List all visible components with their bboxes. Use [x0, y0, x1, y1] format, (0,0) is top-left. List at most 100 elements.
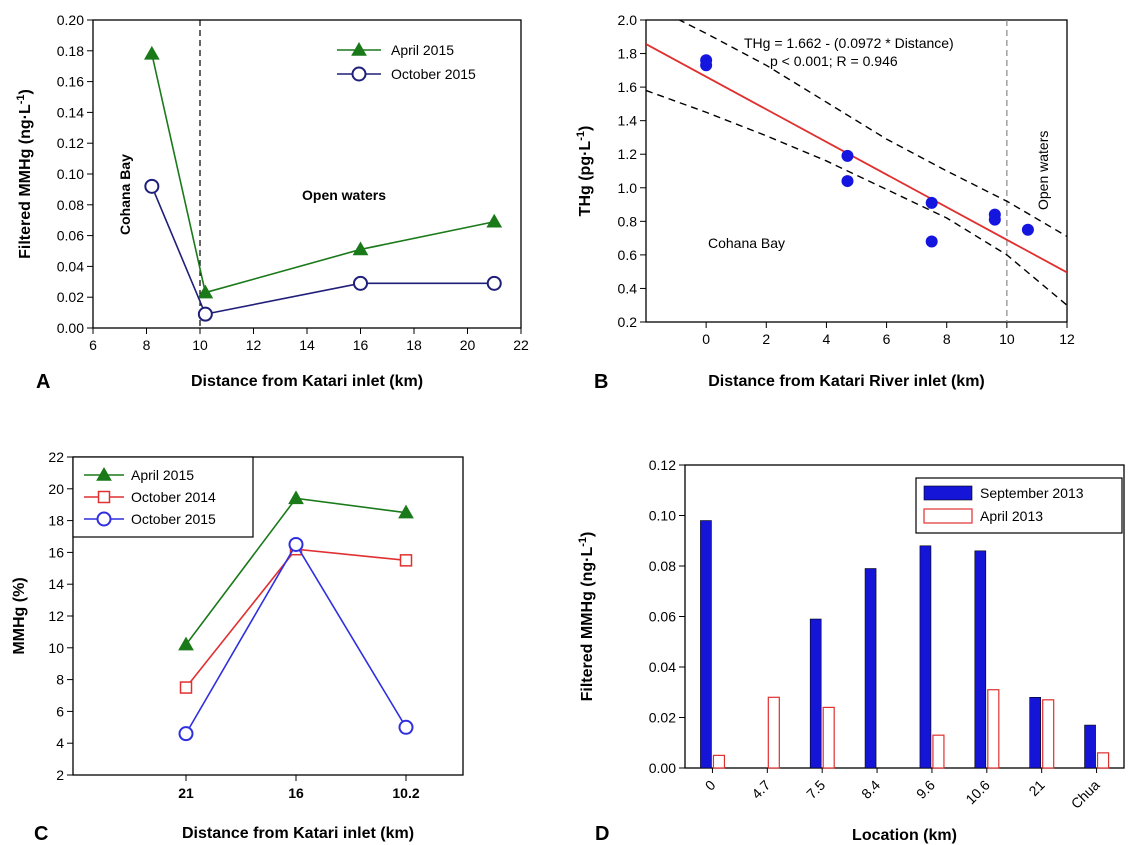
y-tick-label: 0.14: [57, 104, 84, 120]
y-tick-label: 0.4: [618, 280, 638, 296]
y-tick-label: 18: [48, 513, 64, 529]
y-tick-label: 0.08: [649, 558, 676, 574]
data-point: [353, 275, 368, 291]
bar-april-2013: [932, 734, 945, 769]
y-tick-label: 10: [48, 640, 64, 656]
data-point: [197, 306, 213, 322]
x-tick-label: 6: [883, 331, 891, 347]
legend-label: October 2015: [131, 511, 216, 527]
x-tick-label: 10: [999, 331, 1015, 347]
x-tick-label: 10: [192, 337, 208, 353]
data-point: [486, 275, 502, 291]
y-tick-label: 0.20: [57, 12, 84, 28]
legend-label: April 2013: [980, 508, 1043, 524]
y-tick-label: 16: [48, 544, 64, 560]
data-point: [398, 719, 414, 735]
x-tick-label: 16: [288, 785, 304, 801]
data-point: [700, 54, 713, 67]
y-tick-label: 0.12: [57, 135, 84, 151]
series-line: [151, 186, 495, 316]
y-axis-label: THg (pg·L-1): [575, 126, 594, 217]
legend-label: October 2015: [391, 66, 476, 82]
x-tick-label: 6: [89, 337, 97, 353]
y-tick-label: 2: [56, 767, 64, 783]
data-point: [144, 178, 160, 194]
y-tick-label: 1.8: [618, 46, 638, 62]
bar-september-2013: [809, 618, 822, 769]
annotation-open-waters: Open waters: [302, 187, 386, 203]
legend-swatch: [923, 508, 973, 524]
bar-april-2013: [712, 754, 726, 769]
data-point: [143, 45, 160, 60]
x-tick-label: 8: [943, 331, 951, 347]
legend-label: April 2015: [391, 42, 454, 58]
y-tick-label: 0.10: [649, 508, 676, 524]
data-point: [988, 213, 1001, 226]
y-axis-label: Filtered MMHg (ng·L-1): [577, 532, 596, 702]
bar-september-2013: [974, 550, 987, 769]
data-point: [486, 213, 503, 228]
panel-d-chart: 0.00 0.02 0.04 0.06 0.08 0.10 0.12 0 4.7 7.5 8.4 9.…: [577, 457, 1125, 845]
y-tick-label: 0.02: [649, 710, 676, 726]
y-tick-label: 0.06: [57, 228, 84, 244]
x-axis-label: Distance from Katari inlet (km): [182, 825, 414, 842]
y-tick-label: 0.04: [649, 659, 676, 675]
y-tick-label: 0.00: [57, 320, 84, 336]
x-tick-label: Chua: [1068, 777, 1103, 812]
x-tick-label: 12: [246, 337, 262, 353]
legend-label: April 2015: [131, 467, 194, 483]
legend-marker: [351, 41, 367, 56]
y-tick-label: 1.0: [618, 180, 638, 196]
panel-c-chart: 21 16 10.2 2 4 6 8 10 12 14 16 18 20 22 April 2015 Octo…: [11, 449, 464, 845]
data-point: [288, 536, 304, 552]
panel-letter: A: [36, 371, 50, 393]
y-tick-label: 8: [56, 672, 64, 688]
data-point: [178, 726, 194, 742]
data-point: [288, 490, 304, 505]
y-tick-label: 0.10: [57, 166, 84, 182]
panel-b-chart: 0 2 4 6 8 10 12 0.2 0.4 0.6 0.8 1.0 1.2 1.4 1.6 1.8 2.0 T…: [575, 12, 1075, 393]
x-tick-label: 21: [1025, 777, 1047, 799]
legend-swatch: [923, 485, 973, 501]
x-tick-label: 2: [762, 331, 770, 347]
bar-september-2013: [1084, 724, 1096, 769]
legend-label: September 2013: [980, 485, 1084, 501]
x-tick-label: 4.7: [748, 777, 773, 802]
data-point: [1021, 223, 1034, 236]
legend-label: October 2014: [131, 489, 216, 505]
x-tick-label: 21: [178, 785, 194, 801]
x-tick-label: 4: [823, 331, 831, 347]
y-tick-label: 0.6: [618, 247, 638, 263]
bar-april-2013: [1096, 752, 1110, 769]
y-tick-label: 12: [48, 608, 64, 624]
panel-letter: B: [594, 371, 608, 393]
x-axis-label: Distance from Katari inlet (km): [191, 373, 423, 390]
y-axis-label: MMHg (%): [11, 577, 28, 654]
data-point: [925, 235, 938, 248]
x-tick-label: 9.6: [913, 777, 938, 802]
data-point: [178, 636, 194, 651]
panel-a-chart: 6 8 10 12 14 16 18 20 22 0.00 0.02 0.04 0.06 0.08 0.10…: [15, 12, 529, 393]
ci-upper-line: [677, 20, 1067, 238]
x-tick-label: 8: [143, 337, 151, 353]
y-tick-label: 6: [56, 703, 64, 719]
regression-line: [646, 43, 1067, 274]
data-point: [398, 504, 414, 519]
plot-frame: [645, 19, 1068, 323]
x-tick-label: 14: [299, 337, 315, 353]
x-tick-label: 10.6: [962, 777, 993, 808]
bar-april-2013: [987, 689, 1000, 769]
y-tick-label: 0.16: [57, 74, 84, 90]
y-tick-label: 0.8: [618, 213, 638, 229]
x-tick-label: 12: [1059, 331, 1075, 347]
y-tick-label: 0.00: [649, 760, 676, 776]
bar-september-2013: [864, 568, 877, 769]
x-axis-label: Distance from Katari River inlet (km): [708, 373, 985, 390]
data-point: [197, 284, 214, 299]
y-tick-label: 0.2: [618, 314, 638, 330]
series-line: [185, 548, 407, 689]
x-tick-label: 0: [702, 331, 710, 347]
panel-letter: D: [595, 823, 609, 845]
series-line: [185, 542, 407, 735]
y-axis-label: Filtered MMHg (ng·L-1): [15, 89, 34, 259]
